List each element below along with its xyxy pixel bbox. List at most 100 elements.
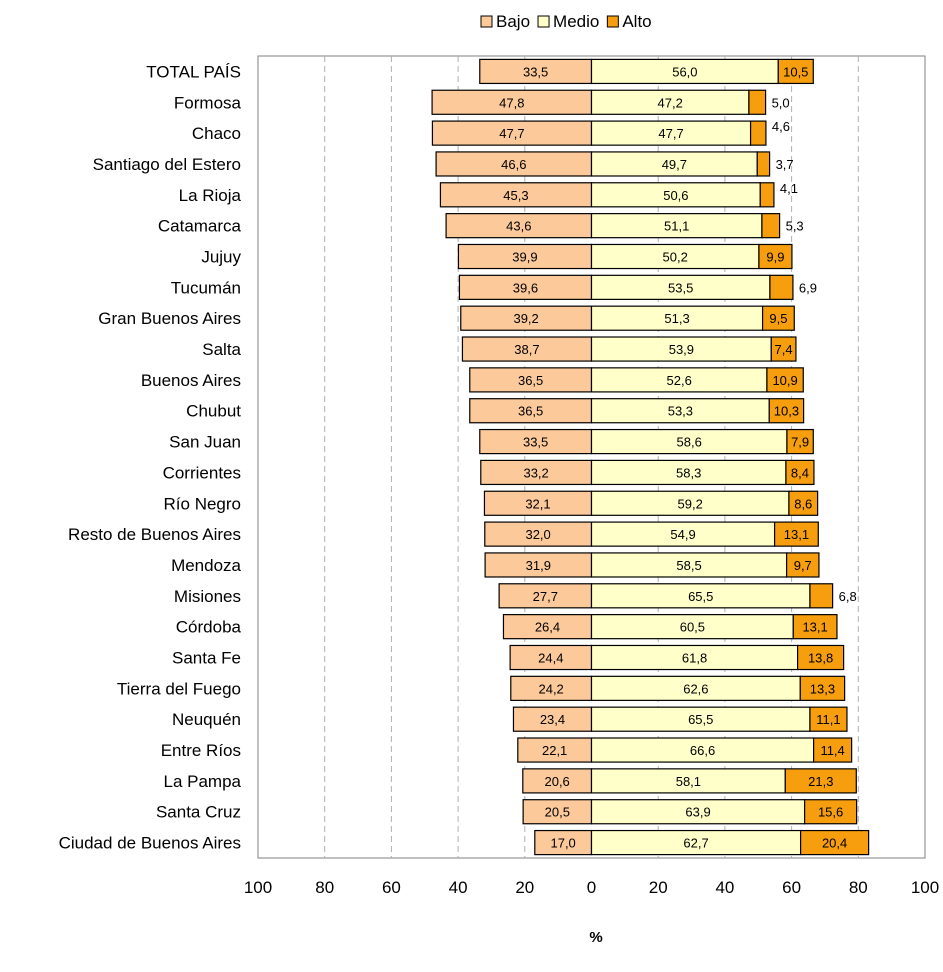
x-axis-title: % <box>589 929 602 946</box>
bar-bajo <box>479 58 593 85</box>
bar-alto <box>809 706 848 732</box>
bar-medio <box>590 583 811 609</box>
bar-label-alto: 5,0 <box>772 95 790 110</box>
bar-label-bajo: 36,5 <box>518 404 543 419</box>
bar-label-bajo: 38,7 <box>514 342 539 357</box>
bar-bajo <box>445 213 593 239</box>
bar-alto <box>768 398 805 424</box>
bar-label-medio: 56,0 <box>672 64 697 79</box>
bar-alto <box>788 490 819 516</box>
bar-alto <box>766 367 804 393</box>
bar-label-bajo: 26,4 <box>535 620 560 635</box>
bar-medio <box>590 213 763 239</box>
category-label: Río Negro <box>164 494 241 513</box>
bar-medio <box>590 829 802 856</box>
category-labels: TOTAL PAÍS Formosa Chaco Santiago del Ester… <box>59 62 242 852</box>
category-label: Salta <box>202 340 241 359</box>
x-tick-label: 100 <box>244 878 272 897</box>
bar-label-bajo: 47,7 <box>499 126 524 141</box>
bar-label-bajo: 36,5 <box>518 373 543 388</box>
bar-label-bajo: 32,1 <box>525 496 550 511</box>
bar-alto <box>813 737 853 763</box>
bar-alto <box>785 459 815 486</box>
bar-medio <box>590 428 788 455</box>
bar-label-alto: 10,3 <box>774 404 799 419</box>
bar-alto <box>785 552 820 578</box>
bar-alto <box>800 829 870 856</box>
category-label: TOTAL PAÍS <box>146 62 241 81</box>
bar-medio <box>590 644 799 671</box>
bar-bajo <box>510 675 593 701</box>
bar-label-medio: 61,8 <box>682 651 707 666</box>
bar-medio <box>590 737 815 763</box>
x-axis-ticks: 100 80 60 40 20 0 20 40 60 80 100 <box>244 878 939 897</box>
bar-label-alto: 7,4 <box>775 342 793 357</box>
x-tick-label: 80 <box>315 878 334 897</box>
bar-alto <box>804 799 858 825</box>
bar-label-bajo: 24,2 <box>538 681 563 696</box>
bar-bajo <box>484 521 593 547</box>
bar-label-medio: 52,6 <box>667 373 692 388</box>
bar-label-alto: 10,5 <box>783 64 808 79</box>
bar-bajo <box>483 490 593 516</box>
bar-medio <box>590 490 790 516</box>
bar-label-bajo: 20,5 <box>545 805 570 820</box>
x-tick-label: 60 <box>782 878 801 897</box>
bar-medio <box>590 799 806 825</box>
bar-label-alto: 6,8 <box>839 589 857 604</box>
bar-label-medio: 65,5 <box>688 712 713 727</box>
category-label: Resto de Buenos Aires <box>68 525 241 544</box>
bar-alto <box>749 120 767 146</box>
bar-bajo <box>479 428 593 455</box>
category-label: Chaco <box>192 124 241 143</box>
bar-alto <box>756 151 771 177</box>
bar-label-alto: 7,9 <box>791 435 809 450</box>
category-label: Córdoba <box>176 618 242 637</box>
x-tick-label: 0 <box>587 878 596 897</box>
bar-label-medio: 47,2 <box>658 95 683 110</box>
bar-medio <box>590 675 801 701</box>
bar-label-alto: 20,4 <box>822 836 847 851</box>
bar-label-medio: 60,5 <box>680 620 705 635</box>
bar-label-medio: 53,9 <box>669 342 694 357</box>
x-tick-label: 20 <box>649 878 668 897</box>
bar-alto <box>761 213 781 239</box>
bar-label-alto: 11,4 <box>820 743 844 758</box>
bar-label-bajo: 39,2 <box>513 311 538 326</box>
bar-label-medio: 62,7 <box>683 836 708 851</box>
category-label: Catamarca <box>158 217 242 236</box>
bar-alto <box>786 428 814 455</box>
bar-bajo <box>460 305 593 331</box>
category-label: Corrientes <box>163 463 241 482</box>
bar-bajo <box>534 829 593 856</box>
bar-label-medio: 51,3 <box>664 311 689 326</box>
category-label: Chubut <box>186 402 241 421</box>
bar-label-bajo: 43,6 <box>506 219 531 234</box>
bar-label-medio: 66,6 <box>690 743 715 758</box>
legend-swatch <box>480 15 493 28</box>
bar-alto <box>799 675 846 701</box>
bar-label-alto: 8,4 <box>791 465 809 480</box>
category-label: Ciudad de Buenos Aires <box>59 834 241 853</box>
bar-label-bajo: 39,9 <box>512 250 537 265</box>
bar-label-bajo: 23,4 <box>540 712 565 727</box>
bar-label-alto: 9,9 <box>766 250 784 265</box>
category-label: Santiago del Estero <box>93 155 241 174</box>
bar-alto <box>759 182 775 208</box>
x-tick-label: 40 <box>449 878 468 897</box>
bar-alto <box>773 521 819 547</box>
bar-label-alto: 6,9 <box>799 280 817 295</box>
category-label: Formosa <box>174 93 242 112</box>
bar-label-medio: 50,6 <box>663 188 688 203</box>
category-label: Mendoza <box>171 556 241 575</box>
bar-label-bajo: 20,6 <box>544 774 569 789</box>
bar-medio <box>590 367 768 393</box>
bar-label-bajo: 17,0 <box>550 836 575 851</box>
bar-label-bajo: 33,2 <box>523 465 548 480</box>
bar-medio <box>590 151 758 177</box>
bar-bajo <box>458 274 593 300</box>
category-label: La Pampa <box>164 772 242 791</box>
x-tick-label: 40 <box>715 878 734 897</box>
bar-alto <box>809 583 834 609</box>
